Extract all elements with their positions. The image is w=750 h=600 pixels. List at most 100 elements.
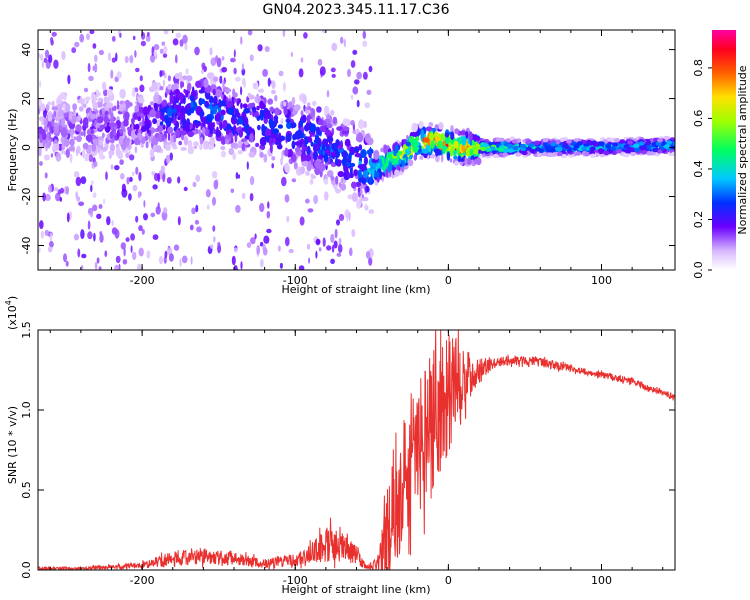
heatmap-cell (349, 162, 356, 167)
heatmap-noise-cell (217, 243, 222, 254)
heatmap-cell (195, 80, 202, 89)
heatmap-noise-cell (264, 46, 270, 52)
heatmap-noise-cell (123, 247, 126, 257)
heatmap-cell (69, 111, 73, 121)
heatmap-noise-cell (73, 233, 79, 241)
heatmap-cell (353, 169, 358, 177)
heatmap-cell (461, 135, 467, 146)
heatmap-noise-cell (317, 58, 323, 66)
heatmap-cell (334, 185, 337, 190)
heatmap-noise-cell (298, 68, 304, 78)
heatmap-cell (434, 124, 439, 129)
heatmap-noise-cell (110, 164, 114, 170)
heatmap-noise-cell (206, 204, 210, 210)
heatmap-cell (204, 127, 209, 137)
heatmap-cell (256, 105, 260, 111)
heatmap-cell (453, 140, 459, 149)
heatmap-noise-cell (333, 240, 338, 249)
heatmap-noise-cell (281, 176, 287, 187)
colorbar: 0.0 0.2 0.4 0.6 0.8 Normalized spectral ampl… (692, 30, 749, 279)
heatmap-noise-cell (233, 247, 238, 253)
figure-title: GN04.2023.345.11.17.C36 (263, 2, 450, 18)
heatmap-cell (331, 143, 337, 151)
y-tick-label: 0.0 (20, 561, 33, 579)
heatmap-cell (186, 108, 192, 116)
heatmap-cell (309, 123, 317, 133)
heatmap-noise-cell (266, 228, 272, 234)
heatmap-noise-cell (39, 161, 43, 166)
heatmap-cell (104, 110, 109, 116)
heatmap-noise-cell (300, 57, 304, 63)
heatmap-cell (268, 129, 272, 136)
heatmap-cell (285, 118, 291, 123)
heatmap-cell (288, 148, 293, 158)
heatmap-cell (90, 129, 94, 134)
heatmap-cell (42, 138, 46, 148)
heatmap-cell (657, 138, 663, 143)
y-tick-label: -40 (20, 237, 33, 255)
heatmap-noise-cell (168, 253, 174, 262)
heatmap-noise-cell (131, 171, 135, 176)
heatmap-cell (249, 133, 254, 143)
heatmap-cell (294, 104, 301, 111)
heatmap-cell (196, 120, 202, 127)
heatmap-noise-cell (271, 89, 276, 95)
heatmap-cell (222, 80, 225, 89)
heatmap-noise-cell (157, 172, 160, 183)
heatmap-cell (535, 147, 541, 152)
heatmap-cell (169, 94, 175, 104)
colorbar-label: Normalized spectral amplitude (736, 65, 749, 234)
heatmap-cell (155, 145, 162, 153)
heatmap-cell (354, 153, 362, 158)
heatmap-cell (178, 71, 183, 82)
heatmap-cell (115, 147, 121, 157)
heatmap-noise-cell (284, 194, 290, 203)
heatmap-cell (82, 98, 86, 105)
heatmap-noise-cell (96, 257, 100, 264)
heatmap-cell (128, 150, 131, 156)
heatmap-cell (556, 147, 563, 152)
heatmap-cell (502, 148, 509, 153)
heatmap-noise-cell (183, 186, 188, 192)
heatmap-noise-cell (129, 176, 133, 182)
heatmap-cell (69, 153, 73, 163)
heatmap-cell (284, 147, 289, 157)
heatmap-cell (47, 141, 51, 149)
heatmap-cell (173, 134, 177, 143)
heatmap-cell (76, 135, 82, 143)
heatmap-noise-cell (181, 255, 188, 264)
snr-multiplier-exponent: 4 (4, 300, 13, 305)
heatmap-noise-cell (348, 211, 351, 222)
heatmap-cell (357, 169, 362, 179)
heatmap-noise-cell (38, 246, 41, 254)
heatmap-noise-cell (178, 140, 182, 146)
heatmap-noise-cell (249, 110, 252, 116)
heatmap-cell (113, 130, 116, 136)
heatmap-cell (519, 143, 526, 149)
heatmap-noise-cell (175, 32, 182, 39)
heatmap-cell (280, 157, 283, 166)
heatmap-noise-cell (205, 189, 211, 198)
heatmap-cell (429, 132, 434, 142)
snr-panel: -200 -100 0 100 0.0 0.5 1.0 1.5 Height of strai… (4, 296, 676, 596)
heatmap-cell (304, 146, 308, 152)
heatmap-cell (342, 157, 346, 167)
heatmap-cell (471, 139, 475, 145)
heatmap-noise-cell (271, 80, 276, 89)
heatmap-cell (396, 164, 400, 171)
heatmap-cell (323, 105, 330, 115)
heatmap-cell (82, 117, 89, 127)
heatmap-cell (200, 69, 205, 74)
heatmap-cell (213, 76, 219, 82)
heatmap-cell (291, 96, 296, 106)
heatmap-noise-cell (48, 184, 52, 193)
heatmap-cell (190, 101, 194, 108)
heatmap-noise-cell (309, 178, 314, 185)
heatmap-cell (118, 135, 124, 146)
heatmap-noise-cell (71, 47, 77, 54)
heatmap-cell (475, 157, 482, 166)
heatmap-noise-cell (49, 232, 53, 243)
heatmap-noise-cell (356, 71, 362, 80)
y-tick-label: -20 (20, 188, 33, 206)
heatmap-noise-cell (221, 66, 228, 73)
